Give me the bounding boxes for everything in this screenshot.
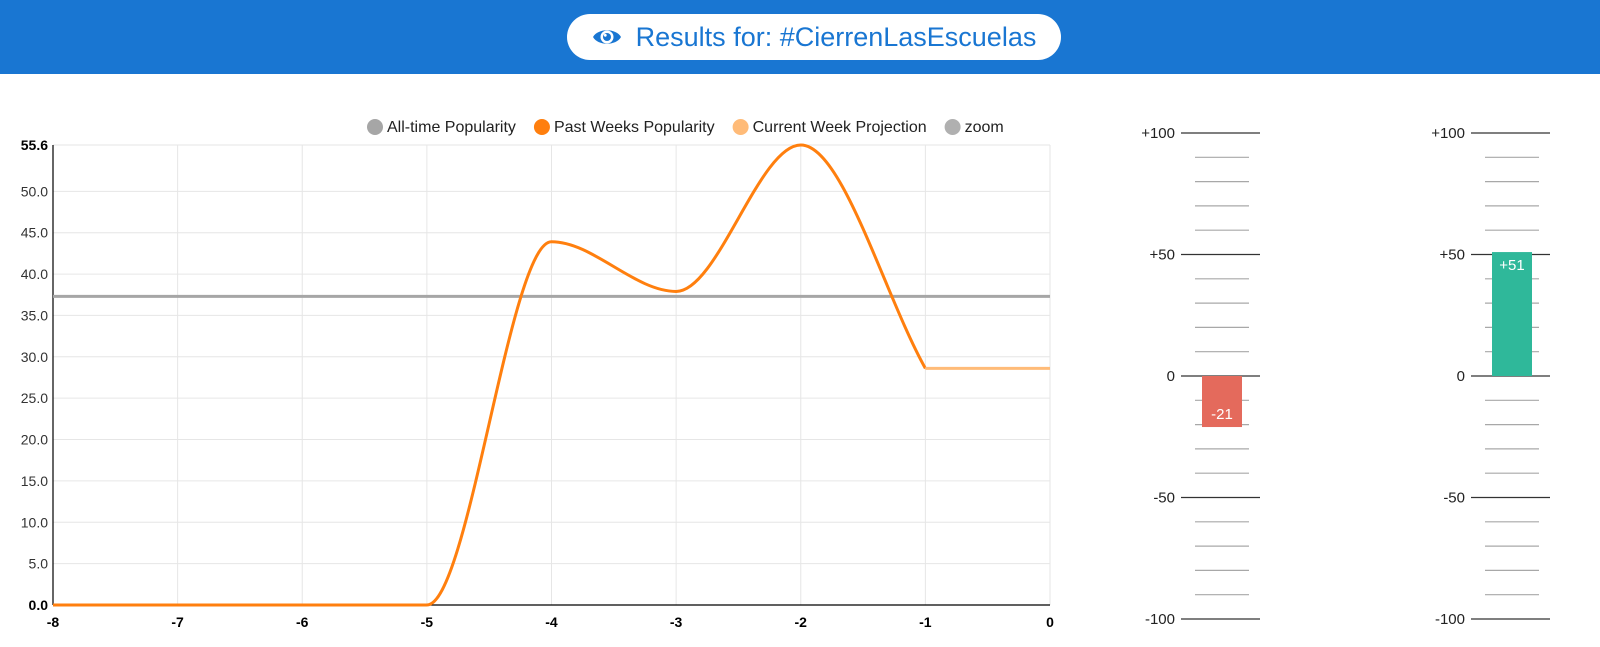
gauge-bar (1202, 376, 1242, 428)
y-tick-label: 5.0 (29, 556, 49, 572)
eye-icon (592, 26, 622, 48)
gauge-tick-label: -50 (1443, 490, 1465, 507)
gauge-bar-label: -21 (1211, 406, 1233, 423)
gauge-tick-label: +100 (1141, 125, 1175, 142)
y-tick-label: 30.0 (21, 349, 48, 365)
legend-swatch (944, 119, 961, 135)
gauge-tick-label: +100 (1431, 125, 1465, 142)
weekly-change-gauge: +100 +50 0 -50 -100 -21 (1141, 125, 1260, 628)
gauge-tick-label: +50 (1440, 247, 1465, 264)
x-tick-label: -7 (171, 614, 184, 630)
search-results-label: Results for: #CierrenLasEscuelas (635, 21, 1037, 52)
legend-label: All-time Popularity (387, 119, 516, 136)
y-tick-label: 10.0 (21, 514, 48, 530)
legend-item-current-week-projection[interactable]: Current Week Projection (732, 119, 927, 136)
legend-swatch (533, 119, 550, 135)
x-tick-label: -2 (795, 614, 808, 630)
y-tick-label: 45.0 (21, 225, 48, 241)
y-tick-label: 25.0 (21, 390, 48, 406)
legend-item-all-time-popularity[interactable]: All-time Popularity (367, 119, 516, 136)
y-tick-label: 0.0 (29, 597, 49, 613)
legend-item-past-weeks-popularity[interactable]: Past Weeks Popularity (533, 119, 715, 136)
x-tick-label: -3 (670, 614, 683, 630)
y-tick-label: 15.0 (21, 473, 48, 489)
legend-label: Past Weeks Popularity (554, 119, 715, 136)
past-weeks-popularity-line (53, 143, 927, 607)
x-tick-label: -4 (545, 614, 558, 630)
header-bar: Results for: #CierrenLasEscuelas (0, 0, 1600, 74)
gauge-tick-label: 0 (1167, 368, 1175, 385)
gauge-tick-label: -50 (1153, 490, 1175, 507)
gauge-bar (1492, 252, 1532, 376)
y-tick-label: 20.0 (21, 432, 48, 448)
search-results-pill[interactable]: Results for: #CierrenLasEscuelas (567, 14, 1061, 60)
y-tick-label: 55.6 (21, 137, 48, 153)
gauge-tick-label: 0 (1457, 368, 1465, 385)
legend-swatch (732, 119, 749, 135)
y-tick-label: 40.0 (21, 266, 48, 282)
gauge-tick-label: -100 (1435, 611, 1465, 628)
legend-label: zoom (965, 119, 1004, 136)
y-tick-label: 50.0 (21, 183, 48, 199)
legend-item-zoom[interactable]: zoom (944, 119, 1004, 136)
x-tick-label: -1 (919, 614, 932, 630)
x-tick-label: -8 (47, 614, 60, 630)
popularity-line-chart: 0.0 5.0 10.0 15.0 20.0 25.0 30.0 35.0 40.0 45.0 50… (21, 119, 1054, 630)
gauge-bar-label: +51 (1499, 257, 1524, 274)
gauge-tick-label: +50 (1150, 247, 1175, 264)
legend-swatch (367, 119, 383, 135)
x-tick-label: 0 (1046, 614, 1054, 630)
legend-label: Current Week Projection (753, 119, 927, 136)
x-tick-label: -5 (421, 614, 434, 630)
x-tick-label: -6 (296, 614, 309, 630)
overall-change-gauge: +100 +50 0 -50 -100 +51 (1431, 125, 1550, 628)
y-tick-label: 35.0 (21, 307, 48, 323)
gauge-tick-label: -100 (1145, 611, 1175, 628)
